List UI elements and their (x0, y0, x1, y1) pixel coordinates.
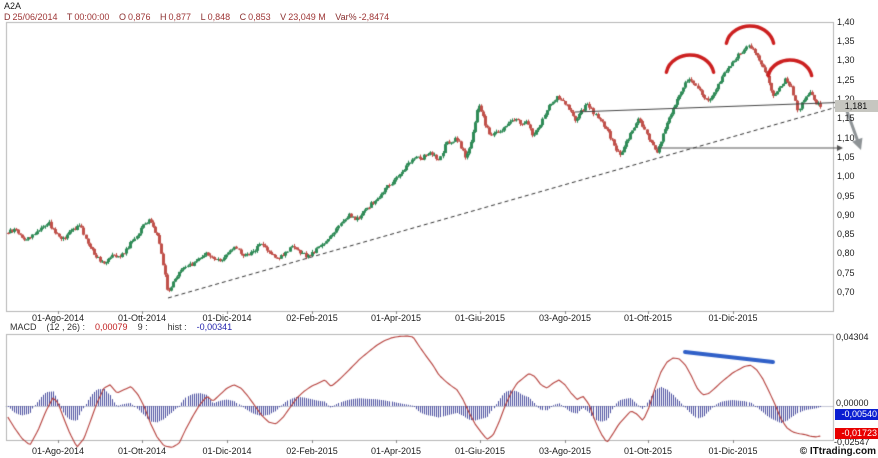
ohlc-field-label: H (160, 12, 167, 22)
price-axis-label: 0,70 (837, 287, 855, 297)
date-axis-label: 01-Ago-2014 (31, 313, 85, 323)
price-axis-label: 0,90 (837, 209, 855, 220)
date-axis-label: 01-Apr-2015 (370, 446, 422, 456)
ohlc-field-value: -2,8474 (358, 12, 390, 22)
ohlc-field-label: C (239, 12, 247, 22)
macd-value: 0,00079 (95, 322, 128, 332)
ohlc-field-value: 0,848 (207, 12, 231, 22)
macd-header: MACD (12 , 26) : 0,00079 9 : hist : -0,00341 (10, 322, 242, 332)
price-axis-label: 1,10 (837, 132, 855, 143)
macd-signal-label: 9 : (137, 322, 148, 332)
date-axis-label: 01-Ott-2014 (117, 313, 167, 323)
price-axis-label: 1,15 (837, 113, 855, 124)
price-axis-label: 1,35 (837, 36, 855, 47)
ohlc-field-label: V (280, 12, 287, 22)
date-axis-label: 01-Ott-2014 (117, 446, 167, 456)
macd-axis-label: 0,04304 (836, 331, 869, 342)
price-axis-label: 1,20 (837, 94, 855, 104)
ohlc-field-value: 0,877 (168, 12, 192, 22)
macd-hist-badge: -0,00540 (835, 409, 878, 420)
date-axis-label: 02-Feb-2015 (286, 313, 338, 323)
price-axis-label: 0,75 (837, 267, 855, 278)
date-axis-label: 03-Ago-2015 (538, 446, 592, 456)
ohlc-info-line: D 25/06/2014 T 00:00:00 O 0,876 H 0,877 L 0,8… (4, 12, 396, 22)
ticker-symbol: A2A (4, 1, 22, 11)
date-axis-label: 01-Giu-2015 (454, 313, 506, 323)
date-axis-label: 01-Ago-2014 (31, 446, 85, 456)
price-axis-label: 1,05 (837, 151, 855, 162)
date-axis-label: 01-Dic-2015 (708, 446, 758, 456)
ohlc-field-value: 0,853 (248, 12, 271, 22)
macd-hist-label: hist : (167, 322, 187, 332)
macd-indicator-name: MACD (10, 322, 37, 332)
price-axis-label: 0,85 (837, 229, 855, 240)
ohlc-field-value: 0,876 (127, 12, 151, 22)
date-axis-label: 01-Dic-2015 (708, 313, 758, 323)
watermark: © ITtrading.com (799, 446, 876, 457)
macd-hist-value: -0,00341 (196, 322, 233, 332)
macd-params: (12 , 26) : (46, 322, 86, 332)
price-axis-label: 1,25 (837, 74, 855, 85)
date-axis-label: 02-Feb-2015 (286, 446, 338, 456)
ohlc-field-label: T (66, 12, 73, 22)
ohlc-field-label: O (118, 12, 126, 22)
ohlc-field-label: Var% (335, 12, 357, 22)
ohlc-field-label: L (200, 12, 206, 22)
date-axis-label: 01-Apr-2015 (370, 313, 422, 323)
ohlc-field-value: 00:00:00 (74, 12, 110, 22)
price-axis-label: 1,00 (837, 171, 855, 182)
date-axis-label: 03-Ago-2015 (538, 313, 592, 323)
price-axis-label: 1,30 (837, 55, 855, 66)
date-axis-label: 01-Ott-2015 (623, 446, 673, 456)
date-axis-label: 01-Ott-2015 (623, 313, 673, 323)
macd-axis-label: 0,00000 (836, 398, 869, 408)
macd-axis-label: -0,02547 (834, 437, 870, 447)
price-axis-label: 0,95 (837, 190, 855, 201)
date-axis-label: 01-Dic-2014 (202, 313, 252, 323)
price-axis-label: 0,80 (837, 248, 855, 259)
ohlc-field-label: D (4, 12, 11, 22)
ohlc-field-value: 25/06/2014 (12, 12, 58, 22)
price-axis-label: 1,40 (837, 16, 855, 27)
date-axis-label: 01-Giu-2015 (454, 446, 506, 456)
ohlc-field-value: 23,049 M (288, 12, 326, 22)
macd-line-badge: -0,01723 (835, 428, 878, 439)
last-price-badge: 1,181 (835, 100, 878, 112)
date-axis-label: 01-Dic-2014 (202, 446, 252, 456)
